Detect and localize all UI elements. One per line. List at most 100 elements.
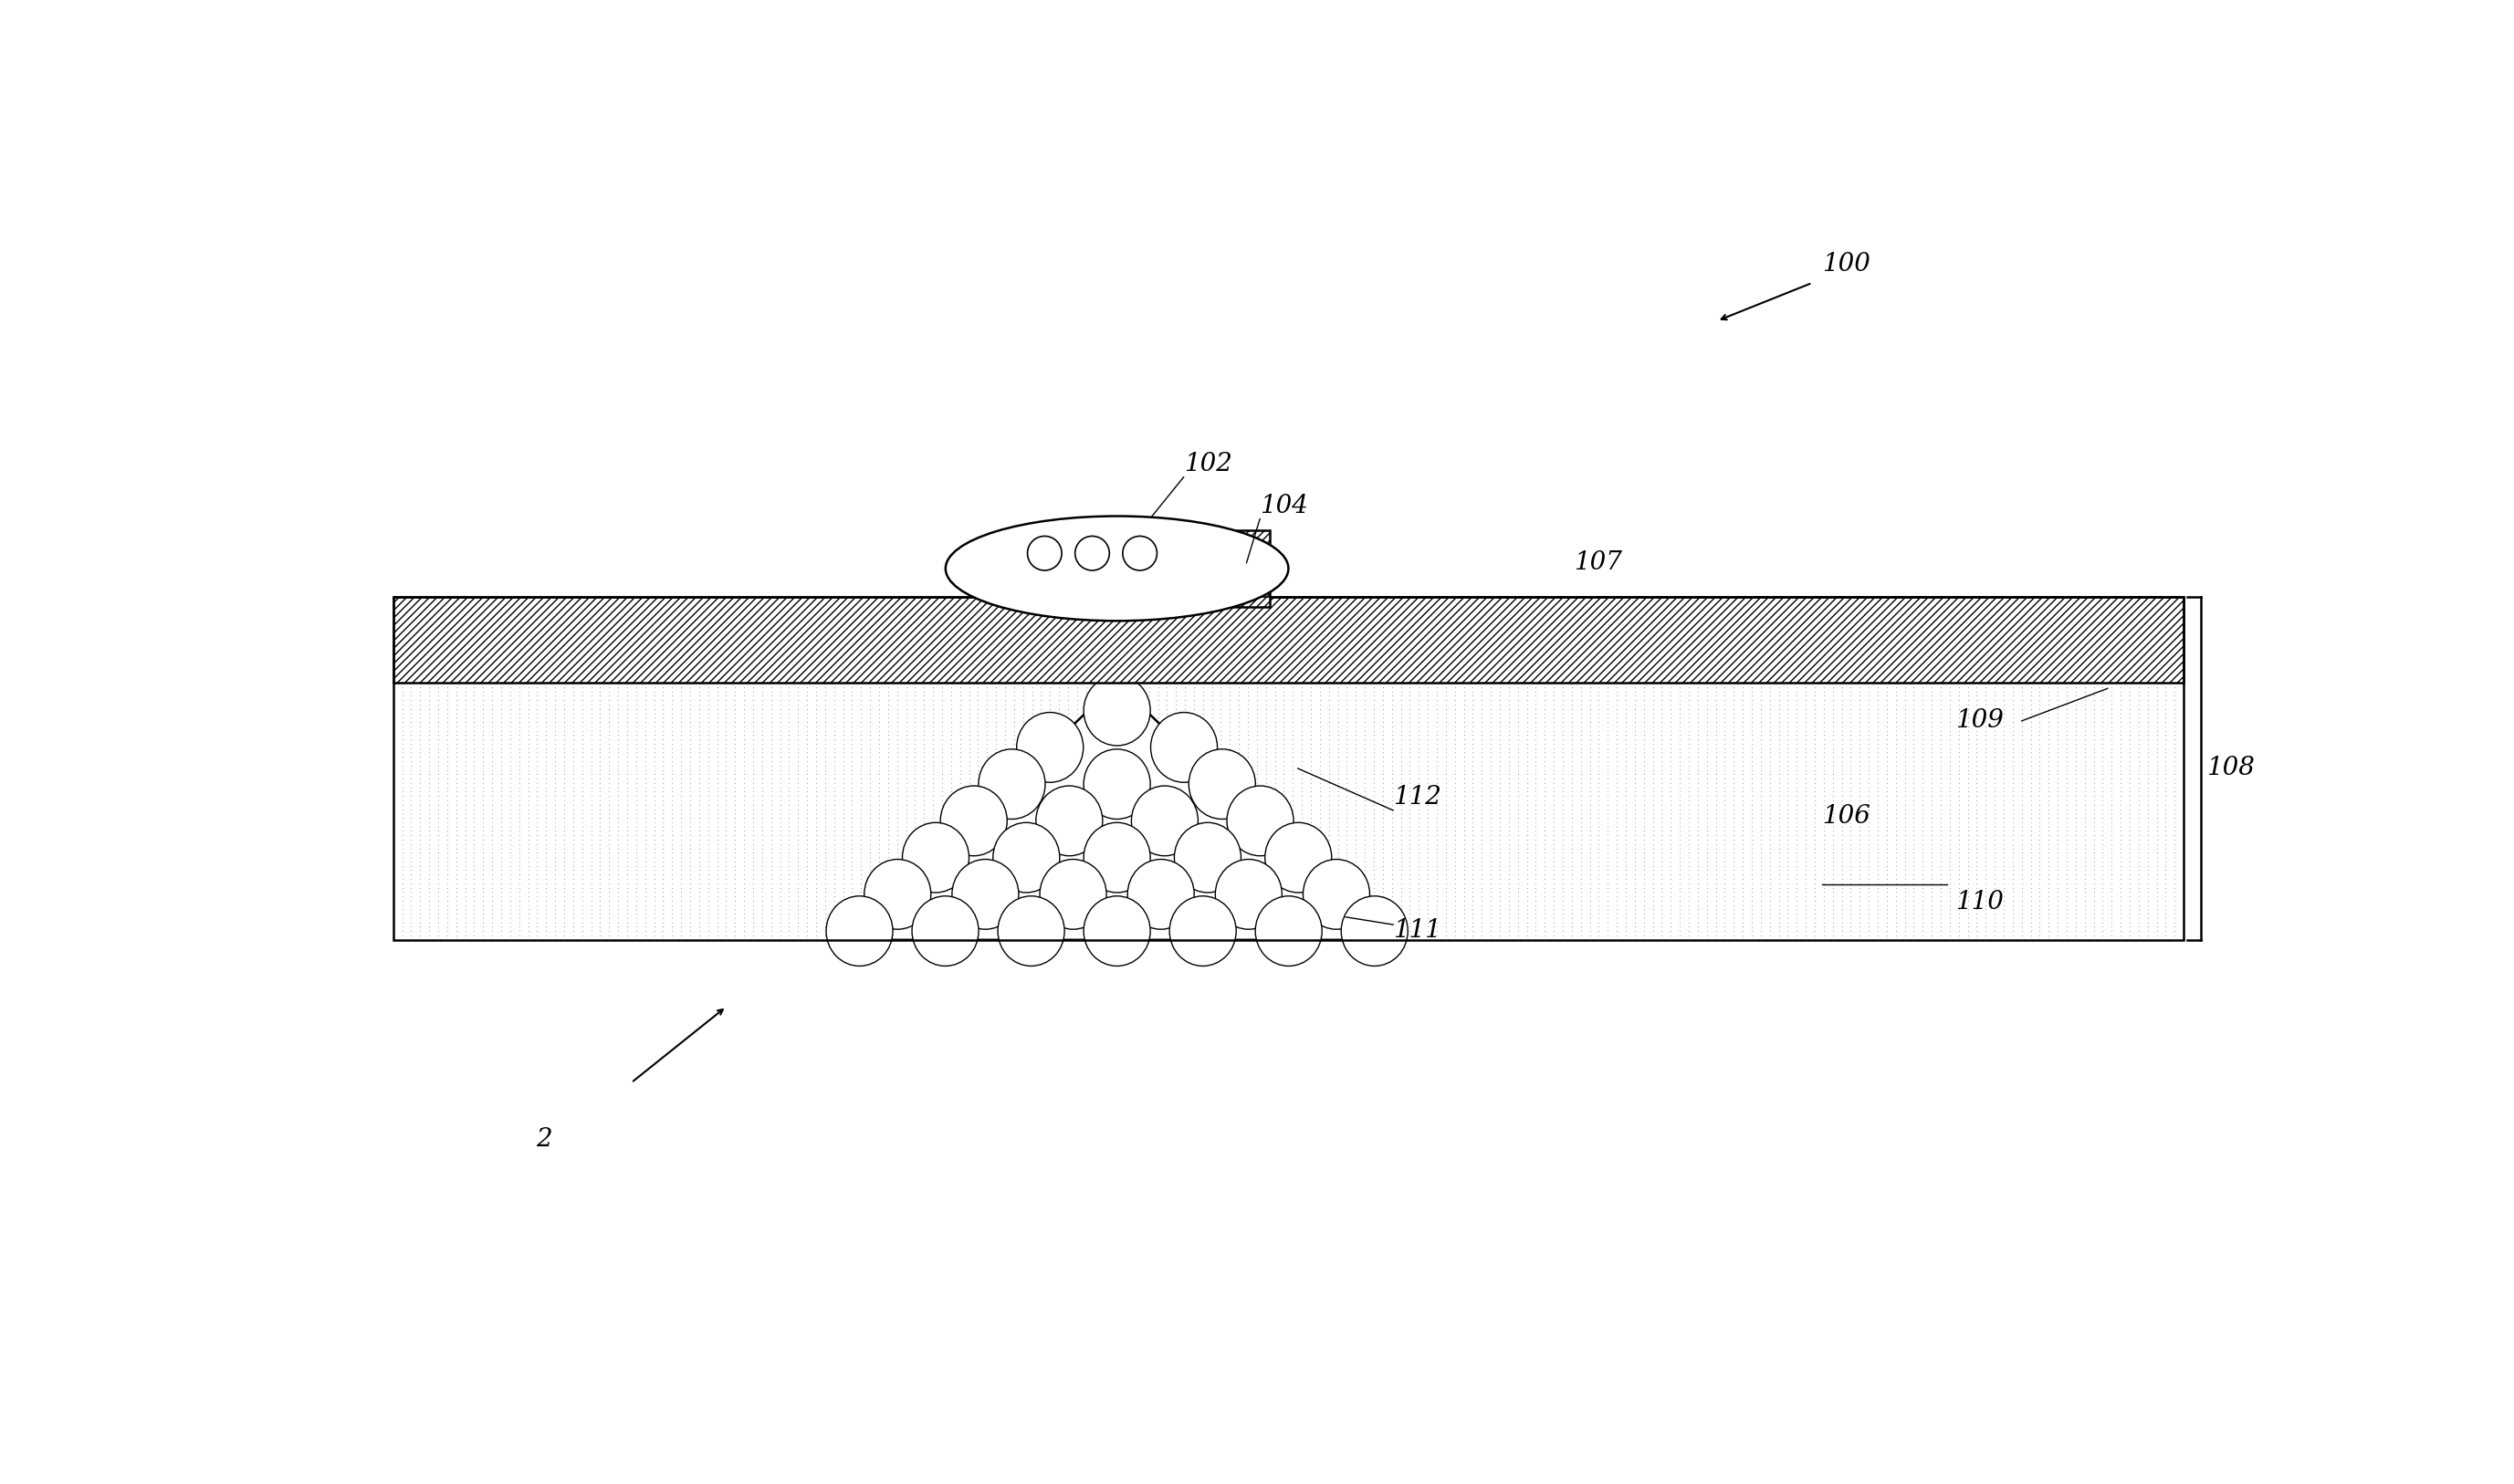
Point	[1056, 819, 1096, 843]
Point	[1903, 723, 1943, 746]
Point	[634, 671, 674, 695]
Point	[1425, 736, 1466, 760]
Point	[518, 792, 558, 816]
Point	[2127, 853, 2167, 877]
Point	[1048, 671, 1089, 695]
Point	[759, 846, 799, 870]
Point	[1848, 916, 1888, 939]
Point	[867, 741, 908, 764]
Point	[1111, 788, 1151, 812]
Point	[1632, 858, 1672, 881]
Point	[1237, 889, 1277, 913]
Point	[1840, 841, 1880, 865]
Point	[1373, 711, 1413, 735]
Point	[1265, 862, 1305, 886]
Point	[1795, 824, 1835, 847]
Point	[1767, 815, 1808, 838]
Point	[1327, 671, 1368, 695]
Point	[581, 797, 621, 821]
Point	[1398, 876, 1438, 899]
Point	[435, 846, 475, 870]
Point	[1084, 797, 1124, 821]
Point	[1956, 680, 1996, 703]
Point	[1202, 702, 1242, 726]
Point	[1840, 828, 1880, 852]
Point	[696, 749, 737, 773]
Point	[1254, 902, 1295, 926]
Point	[985, 727, 1026, 751]
Point	[1408, 732, 1448, 755]
Point	[2019, 749, 2059, 773]
Point	[840, 923, 880, 947]
Point	[1282, 797, 1322, 821]
Point	[1272, 928, 1312, 951]
Point	[372, 702, 412, 726]
Point	[1111, 706, 1151, 730]
Point	[1265, 745, 1305, 769]
Point	[1767, 810, 1808, 834]
Point	[1669, 732, 1710, 755]
Point	[777, 779, 817, 803]
Point	[1760, 680, 1800, 703]
Point	[1614, 806, 1654, 830]
Point	[1886, 706, 1926, 730]
Point	[508, 680, 548, 703]
Point	[1697, 898, 1737, 922]
Point	[1345, 846, 1385, 870]
Point	[2165, 837, 2205, 861]
Point	[1526, 853, 1566, 877]
Point	[1094, 923, 1134, 947]
Point	[1335, 876, 1375, 899]
Point	[1237, 711, 1277, 735]
Point	[1498, 736, 1539, 760]
Point	[1606, 763, 1647, 787]
Point	[1038, 923, 1079, 947]
Point	[1642, 853, 1682, 877]
Point	[1247, 714, 1287, 738]
Point	[860, 815, 900, 838]
Point	[1076, 837, 1116, 861]
Point	[2127, 797, 2167, 821]
Point	[1893, 853, 1933, 877]
Point	[581, 772, 621, 795]
Point	[508, 675, 548, 699]
Point	[1750, 689, 1790, 712]
Point	[634, 819, 674, 843]
Point	[2001, 772, 2041, 795]
Point	[1345, 784, 1385, 807]
Point	[508, 880, 548, 904]
Point	[958, 880, 998, 904]
Point	[1893, 702, 1933, 726]
Point	[1461, 797, 1501, 821]
Point	[1994, 693, 2034, 717]
Point	[1544, 689, 1584, 712]
Point	[2137, 810, 2177, 834]
Point	[1310, 858, 1350, 881]
Point	[2056, 776, 2097, 800]
Point	[1146, 907, 1187, 930]
Point	[975, 837, 1016, 861]
Point	[508, 767, 548, 791]
Point	[1174, 880, 1214, 904]
Point	[1182, 916, 1222, 939]
Point	[1785, 671, 1825, 695]
Point	[518, 923, 558, 947]
Point	[616, 772, 656, 795]
Point	[1481, 893, 1521, 917]
Point	[1938, 815, 1979, 838]
Point	[1048, 706, 1089, 730]
Point	[1994, 871, 2034, 895]
Point	[1803, 697, 1843, 721]
Point	[1840, 758, 1880, 782]
Point	[968, 907, 1008, 930]
Point	[1697, 675, 1737, 699]
Point	[445, 792, 485, 816]
Point	[1335, 792, 1375, 816]
Point	[1551, 806, 1591, 830]
Point	[2154, 727, 2195, 751]
Point	[1687, 841, 1727, 865]
Point	[1785, 763, 1825, 787]
Point	[634, 754, 674, 778]
Point	[445, 828, 485, 852]
Point	[2001, 849, 2041, 873]
